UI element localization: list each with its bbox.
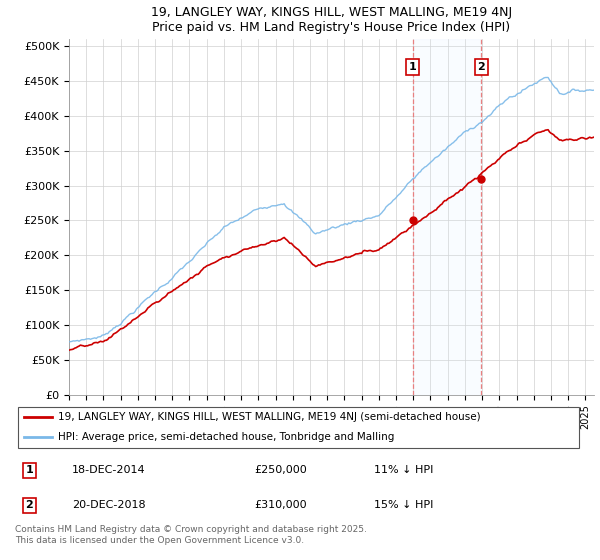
Text: Contains HM Land Registry data © Crown copyright and database right 2025.
This d: Contains HM Land Registry data © Crown c… bbox=[15, 525, 367, 545]
Text: 19, LANGLEY WAY, KINGS HILL, WEST MALLING, ME19 4NJ (semi-detached house): 19, LANGLEY WAY, KINGS HILL, WEST MALLIN… bbox=[58, 412, 481, 422]
Text: £250,000: £250,000 bbox=[254, 465, 307, 475]
Bar bbox=[413, 39, 481, 395]
Text: £310,000: £310,000 bbox=[254, 501, 307, 510]
Text: 2: 2 bbox=[25, 501, 33, 510]
Text: 20-DEC-2018: 20-DEC-2018 bbox=[72, 501, 146, 510]
Text: 1: 1 bbox=[409, 62, 416, 72]
Text: 11% ↓ HPI: 11% ↓ HPI bbox=[374, 465, 433, 475]
Text: 15% ↓ HPI: 15% ↓ HPI bbox=[374, 501, 433, 510]
Text: 2: 2 bbox=[478, 62, 485, 72]
Title: 19, LANGLEY WAY, KINGS HILL, WEST MALLING, ME19 4NJ
Price paid vs. HM Land Regis: 19, LANGLEY WAY, KINGS HILL, WEST MALLIN… bbox=[151, 6, 512, 34]
FancyBboxPatch shape bbox=[18, 407, 580, 449]
Text: HPI: Average price, semi-detached house, Tonbridge and Malling: HPI: Average price, semi-detached house,… bbox=[58, 432, 394, 442]
Text: 18-DEC-2014: 18-DEC-2014 bbox=[72, 465, 146, 475]
Text: 1: 1 bbox=[25, 465, 33, 475]
